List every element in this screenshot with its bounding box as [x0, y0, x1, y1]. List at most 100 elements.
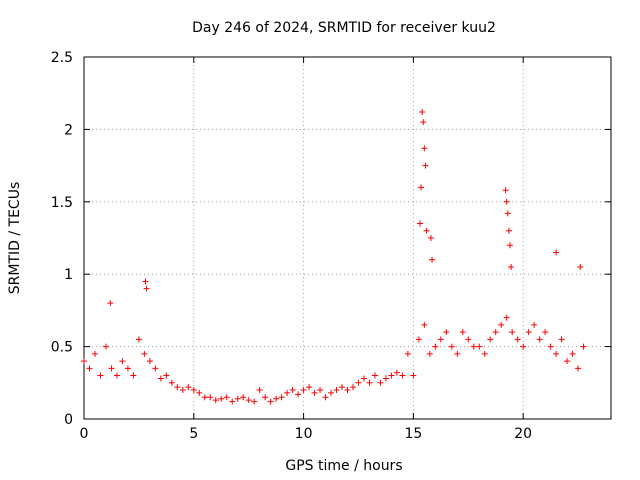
data-point: [278, 394, 285, 401]
data-point: [322, 394, 329, 401]
data-point: [421, 145, 428, 152]
data-point: [86, 365, 93, 372]
data-point: [218, 395, 225, 402]
data-point: [393, 369, 400, 376]
data-point: [429, 256, 436, 263]
data-point: [542, 329, 549, 336]
data-points: [81, 109, 587, 405]
data-point: [418, 184, 425, 191]
data-point: [311, 389, 318, 396]
data-point: [404, 350, 411, 357]
data-point: [119, 358, 126, 365]
data-point: [377, 379, 384, 386]
y-tick-label: 0: [64, 412, 73, 428]
data-point: [481, 350, 488, 357]
data-point: [508, 263, 515, 270]
data-point: [262, 394, 269, 401]
data-point: [498, 321, 505, 328]
plot-frame: [83, 56, 612, 420]
data-point: [223, 394, 230, 401]
data-point: [256, 387, 263, 394]
data-point: [240, 394, 247, 401]
x-tick-label: 20: [514, 426, 532, 442]
data-point: [212, 397, 219, 404]
data-point: [229, 398, 236, 405]
data-point: [388, 372, 395, 379]
grid-lines: [84, 57, 611, 419]
data-point: [416, 220, 423, 227]
data-point: [531, 321, 538, 328]
data-point: [174, 384, 181, 391]
data-point: [504, 210, 511, 217]
data-point: [317, 387, 324, 394]
data-point: [344, 387, 351, 394]
data-point: [168, 379, 175, 386]
data-point: [564, 358, 571, 365]
data-point: [207, 394, 214, 401]
y-tick-label: 1: [64, 267, 73, 283]
data-point: [509, 329, 516, 336]
data-point: [448, 343, 455, 350]
data-point: [107, 300, 114, 307]
data-point: [245, 397, 252, 404]
x-tick-label: 15: [404, 426, 422, 442]
data-point: [284, 389, 291, 396]
data-point: [179, 387, 186, 394]
data-point: [525, 329, 532, 336]
y-tick-label: 2: [64, 122, 73, 138]
data-point: [124, 365, 131, 372]
data-point: [141, 350, 148, 357]
data-point: [143, 285, 150, 292]
data-point: [190, 387, 197, 394]
data-point: [196, 389, 203, 396]
data-point: [421, 321, 428, 328]
data-point: [371, 372, 378, 379]
data-point: [553, 249, 560, 256]
data-point: [423, 227, 430, 234]
x-tick-label: 0: [80, 426, 89, 442]
data-point: [306, 384, 313, 391]
x-axis-label: GPS time / hours: [285, 458, 402, 474]
data-point: [267, 398, 274, 405]
data-point: [108, 365, 115, 372]
data-point: [580, 343, 587, 350]
data-point: [547, 343, 554, 350]
data-point: [201, 394, 208, 401]
data-point: [349, 384, 356, 391]
data-point: [514, 336, 521, 343]
data-point: [113, 372, 120, 379]
data-point: [476, 343, 483, 350]
data-point: [419, 109, 426, 116]
data-point: [503, 198, 510, 205]
data-point: [520, 343, 527, 350]
data-point: [234, 395, 241, 402]
data-point: [273, 395, 280, 402]
data-point: [536, 336, 543, 343]
data-point: [295, 391, 302, 398]
chart-title: Day 246 of 2024, SRMTID for receiver kuu…: [192, 20, 496, 36]
data-point: [142, 278, 149, 285]
x-tick-label: 10: [295, 426, 313, 442]
data-point: [339, 384, 346, 391]
data-point: [432, 343, 439, 350]
data-point: [577, 263, 584, 270]
data-point: [459, 329, 466, 336]
data-point: [506, 242, 513, 249]
data-point: [410, 372, 417, 379]
data-point: [130, 372, 137, 379]
data-point: [360, 375, 367, 382]
data-point: [487, 336, 494, 343]
data-point: [492, 329, 499, 336]
data-point: [422, 162, 429, 169]
data-point: [575, 365, 582, 372]
data-point: [465, 336, 472, 343]
data-point: [470, 343, 477, 350]
axis-ticks: [83, 56, 611, 420]
data-point: [185, 384, 192, 391]
data-point: [569, 350, 576, 357]
tick-labels: 0 5 10 15 20 0 0.5 1 1.5 2 2.5: [51, 50, 532, 442]
data-point: [415, 336, 422, 343]
data-point: [366, 379, 373, 386]
data-point: [135, 336, 142, 343]
